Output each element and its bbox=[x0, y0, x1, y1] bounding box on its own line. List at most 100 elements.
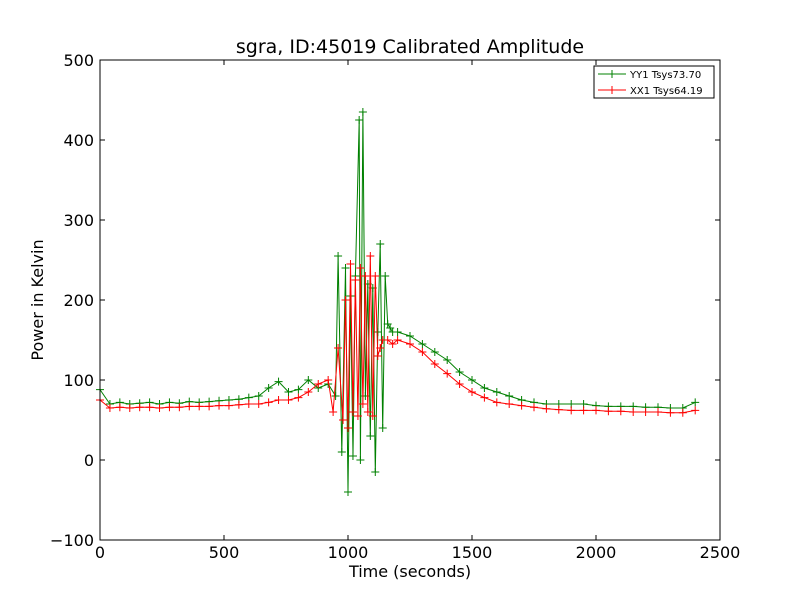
series-1-marker bbox=[418, 340, 427, 348]
y-tick-label: 100 bbox=[63, 371, 94, 390]
series-1-marker bbox=[430, 348, 439, 356]
y-tick-label: 200 bbox=[63, 291, 94, 310]
series-2-marker bbox=[353, 412, 362, 420]
series-2-marker bbox=[468, 388, 476, 396]
series-2-marker bbox=[443, 369, 452, 378]
series-2-marker bbox=[324, 376, 333, 384]
series-1-marker bbox=[376, 240, 385, 248]
series-1-marker bbox=[480, 384, 489, 392]
series-2-marker bbox=[195, 402, 204, 411]
series-2-marker bbox=[205, 402, 214, 411]
series-2-marker bbox=[155, 404, 164, 412]
series-2-marker bbox=[165, 403, 174, 412]
series-1-marker bbox=[284, 388, 293, 396]
series-2-marker bbox=[274, 396, 283, 404]
series-2-marker bbox=[373, 352, 382, 360]
series-1-marker bbox=[691, 398, 700, 407]
series-1-marker bbox=[274, 377, 283, 386]
series-2-marker bbox=[234, 400, 243, 409]
series-2-marker bbox=[371, 272, 380, 280]
series-2-marker bbox=[294, 393, 303, 402]
series-2-marker bbox=[356, 264, 365, 272]
y-tick-label: −100 bbox=[50, 531, 94, 550]
x-tick-label: 2000 bbox=[576, 543, 617, 562]
x-tick-label: 2500 bbox=[700, 543, 741, 562]
legend-box bbox=[593, 65, 715, 99]
series-2-marker bbox=[388, 340, 397, 348]
plot-layer bbox=[96, 108, 700, 496]
series-1-marker bbox=[304, 376, 313, 384]
x-axis-title: Time (seconds) bbox=[348, 562, 471, 581]
series-2-marker bbox=[579, 406, 588, 415]
series-2-marker bbox=[175, 403, 184, 412]
series-2-marker bbox=[376, 344, 385, 352]
series-1-marker bbox=[378, 424, 387, 432]
series-2-marker bbox=[592, 406, 600, 415]
series-line-2 bbox=[99, 255, 696, 429]
series-2-marker bbox=[264, 398, 273, 407]
chart-title: sgra, ID:45019 Calibrated Amplitude bbox=[236, 36, 584, 58]
y-tick-label: 400 bbox=[63, 131, 94, 150]
series-2-marker bbox=[666, 408, 675, 417]
series-1-marker bbox=[331, 392, 340, 400]
legend-entries: YY1 Tsys73.70 XX1 Tsys64.19 bbox=[598, 70, 703, 97]
series-2-marker bbox=[351, 276, 360, 284]
series-1-marker bbox=[356, 456, 365, 464]
series-2-marker bbox=[339, 416, 348, 424]
series-2-marker bbox=[145, 403, 154, 412]
series-2-marker bbox=[348, 408, 357, 416]
series-2-marker bbox=[480, 393, 489, 402]
series-2-marker bbox=[244, 400, 253, 408]
legend-marker-2 bbox=[608, 86, 616, 94]
series-1-marker bbox=[406, 332, 414, 340]
series-1-marker bbox=[341, 264, 350, 272]
series-2-marker bbox=[358, 400, 367, 408]
series-2-marker bbox=[542, 404, 551, 413]
series-2-marker bbox=[406, 340, 414, 348]
series-2-marker bbox=[492, 398, 501, 407]
series-2-marker bbox=[224, 401, 233, 410]
series-2-marker bbox=[505, 400, 514, 408]
series-2-marker bbox=[654, 408, 662, 416]
series-2-marker bbox=[304, 388, 313, 396]
series-2-marker bbox=[334, 344, 343, 352]
series-1-marker bbox=[443, 356, 452, 364]
series-1-marker bbox=[373, 328, 382, 336]
series-1-marker bbox=[468, 376, 476, 384]
series-2-marker bbox=[517, 401, 526, 410]
series-1-marker bbox=[455, 368, 464, 376]
series-1-marker bbox=[294, 385, 303, 394]
series-1-marker bbox=[254, 392, 263, 400]
legend-label-1: YY1 Tsys73.70 bbox=[629, 70, 701, 81]
series-2-marker bbox=[314, 380, 323, 388]
series-2-marker bbox=[363, 408, 372, 416]
x-tick-label: 500 bbox=[209, 543, 240, 562]
y-tick-label: 300 bbox=[63, 211, 94, 230]
series-2-marker bbox=[678, 408, 687, 417]
y-tick-label: 0 bbox=[84, 451, 94, 470]
series-2-marker bbox=[366, 252, 375, 260]
series-2-marker bbox=[125, 404, 134, 412]
series-2-marker bbox=[284, 396, 293, 404]
series-2-marker bbox=[361, 272, 370, 280]
series-2-marker bbox=[530, 403, 538, 412]
series-2-marker bbox=[215, 401, 224, 410]
series-1-marker bbox=[355, 116, 364, 124]
x-tick-label: 1000 bbox=[328, 543, 369, 562]
series-2-marker bbox=[604, 407, 613, 416]
series-2-marker bbox=[341, 296, 350, 304]
series-2-marker bbox=[105, 404, 114, 412]
x-tick-label: 0 bbox=[95, 543, 105, 562]
series-2-marker bbox=[185, 402, 194, 411]
series-2-marker bbox=[418, 348, 427, 356]
series-2-marker bbox=[254, 400, 263, 408]
legend-marker-1 bbox=[608, 70, 616, 78]
series-2-marker bbox=[641, 408, 650, 416]
series-2-marker bbox=[329, 408, 338, 416]
series-2-marker bbox=[629, 408, 638, 416]
series-2-marker bbox=[430, 360, 439, 368]
